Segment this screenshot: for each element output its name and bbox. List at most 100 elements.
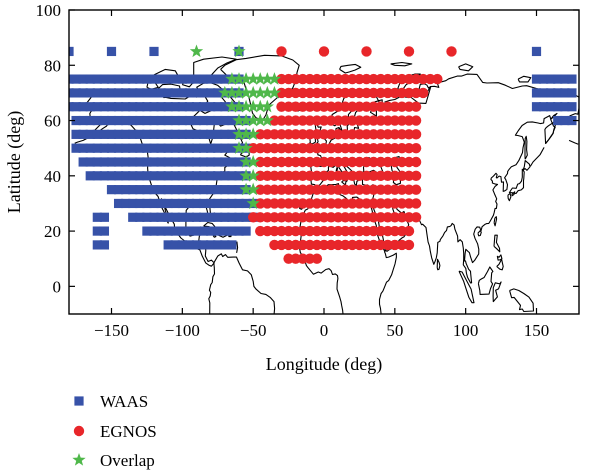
overlap-point [246, 85, 260, 99]
waas-point [220, 129, 230, 139]
waas-point [85, 74, 95, 84]
waas-point [213, 185, 223, 195]
waas-point [121, 74, 131, 84]
y-tick-label: 20 [44, 222, 61, 241]
waas-point [99, 171, 110, 181]
waas-point [191, 212, 202, 222]
waas-point [227, 185, 237, 195]
waas-point [184, 129, 195, 139]
waas-point [170, 212, 180, 222]
overlap-point [239, 99, 253, 113]
waas-point [149, 115, 159, 126]
overlap-point [260, 99, 274, 113]
waas-point [184, 143, 195, 153]
waas-point [198, 129, 209, 139]
waas-point [234, 226, 244, 236]
waas-point [163, 212, 173, 222]
waas-point [121, 129, 131, 139]
waas-point [220, 157, 230, 167]
waas-point [69, 102, 74, 112]
waas-point [128, 102, 138, 112]
waas-point [156, 115, 166, 126]
waas-point [149, 74, 159, 84]
waas-point [184, 115, 195, 126]
overlap-point [225, 99, 239, 113]
waas-point [184, 74, 195, 84]
waas-point [99, 212, 110, 222]
waas-point [135, 171, 145, 181]
waas-point [99, 74, 110, 84]
waas-point [531, 74, 542, 84]
waas-point [135, 102, 145, 112]
waas-point [538, 88, 549, 98]
waas-point [113, 115, 124, 126]
waas-point [149, 102, 159, 112]
waas-point [163, 129, 173, 139]
waas-point [177, 171, 187, 181]
overlap-point [246, 182, 260, 196]
waas-point [149, 226, 159, 236]
waas-point [92, 74, 102, 84]
waas-point [92, 212, 102, 222]
waas-point [177, 102, 187, 112]
waas-point [213, 74, 223, 84]
egnos-point [432, 73, 443, 85]
waas-point [206, 240, 216, 250]
waas-point [184, 226, 195, 236]
coastline-path [339, 63, 362, 74]
waas-point [184, 240, 195, 250]
waas-point [220, 226, 230, 236]
waas-point [163, 115, 173, 126]
egnos-point [410, 129, 422, 140]
waas-point [531, 102, 542, 112]
egnos-point [311, 253, 323, 264]
waas-point [128, 88, 138, 98]
waas-point [191, 240, 202, 250]
waas-point [170, 157, 180, 167]
waas-point [191, 88, 202, 98]
legend-item-waas: WAAS [74, 392, 148, 411]
waas-point [163, 240, 173, 250]
waas-point [92, 157, 102, 167]
coastline-path [208, 253, 276, 314]
waas-point [149, 46, 159, 57]
waas-point [121, 185, 131, 195]
waas-point [78, 129, 88, 139]
waas-point [213, 143, 223, 153]
waas-point [177, 185, 187, 195]
legend-item-egnos: EGNOS [73, 422, 157, 441]
waas-point [106, 157, 117, 167]
waas-point [198, 240, 209, 250]
waas-point [163, 171, 173, 181]
waas-point [106, 185, 117, 195]
waas-point [213, 115, 223, 126]
waas-point [121, 171, 131, 181]
egnos-point [410, 101, 422, 112]
waas-point [163, 102, 173, 112]
axes: −150 −100 −50 0 50 100 150 0 20 40 60 80 100 [36, 1, 579, 340]
waas-point [546, 102, 556, 112]
waas-point [177, 88, 187, 98]
waas-point [220, 74, 230, 84]
waas-point [142, 102, 152, 112]
waas-point [135, 212, 145, 222]
waas-point [121, 143, 131, 153]
waas-point [206, 212, 216, 222]
waas-point [149, 143, 159, 153]
waas-point [156, 226, 166, 236]
coastline-path [524, 135, 528, 160]
waas-point [142, 143, 152, 153]
waas-point [135, 157, 145, 167]
overlap-point [225, 72, 239, 85]
waas-point [99, 240, 110, 250]
overlap-point [239, 168, 253, 182]
waas-point [191, 74, 202, 84]
coastline-path [530, 147, 545, 167]
egnos-point [276, 46, 287, 57]
waas-point [234, 212, 244, 222]
waas-point [191, 102, 202, 112]
coastline-path [458, 270, 475, 304]
waas-point [184, 198, 195, 209]
y-tick-label: 60 [44, 112, 61, 131]
legend: WAAS EGNOS Overlap [72, 392, 157, 470]
